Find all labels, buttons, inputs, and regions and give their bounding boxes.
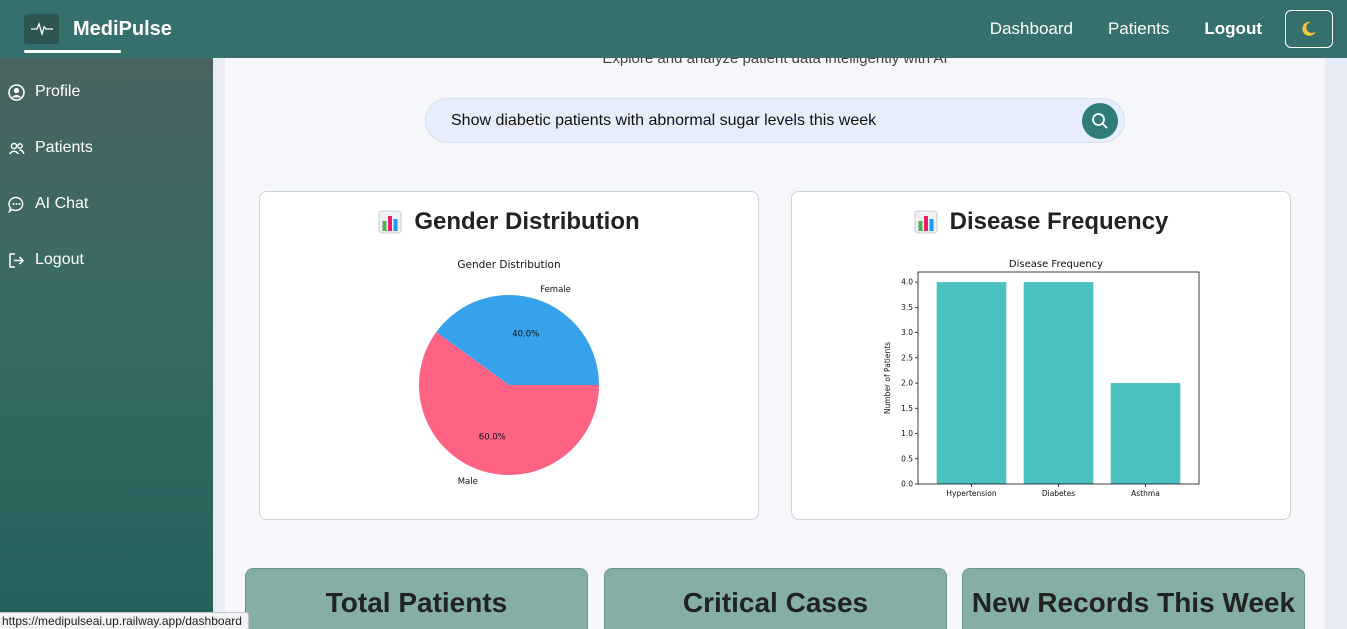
y-axis-label: Number of Patients	[883, 342, 892, 414]
disease-frequency-card: Disease Frequency Disease Frequency Numb…	[791, 191, 1291, 520]
sidebar-item-label: Logout	[35, 251, 84, 268]
gender-distribution-card: Gender Distribution Gender Distribution …	[259, 191, 759, 520]
sidebar-item-patients[interactable]: Patients	[8, 139, 93, 157]
nav-logout-link[interactable]: Logout	[1204, 19, 1262, 38]
chart-title: Gender Distribution	[457, 259, 560, 271]
y-tick-label: 0.5	[901, 454, 913, 463]
card-title: Gender Distribution	[260, 208, 758, 236]
brand-name: MediPulse	[73, 17, 172, 40]
nav-dashboard-link[interactable]: Dashboard	[989, 19, 1073, 38]
search-bar[interactable]: Show diabetic patients with abnormal sug…	[425, 98, 1125, 143]
card-title: Disease Frequency	[792, 208, 1290, 236]
new-records-card: New Records This Week	[962, 568, 1305, 629]
users-icon	[8, 142, 25, 154]
y-tick-label: 3.0	[901, 328, 913, 337]
pie-percent-label: 60.0%	[479, 432, 506, 442]
bar-chart-icon	[914, 210, 938, 234]
top-navbar: MediPulse Dashboard Patients Logout	[0, 0, 1347, 58]
critical-cases-card: Critical Cases	[604, 568, 947, 629]
heartbeat-icon	[24, 14, 59, 44]
plot-frame	[917, 271, 1200, 485]
y-tick-label: 2.0	[901, 379, 913, 388]
pie-percent-label: 40.0%	[512, 330, 539, 340]
nav-patients-link[interactable]: Patients	[1107, 19, 1170, 38]
disease-bar-chart: Disease Frequency Number of Patients 0.0…	[883, 259, 1200, 498]
main-panel: Explore and analyze patient data intelli…	[225, 50, 1325, 629]
logout-icon	[9, 252, 25, 268]
chart-title: Disease Frequency	[1009, 259, 1103, 270]
sidebar-item-profile[interactable]: Profile	[8, 83, 80, 101]
pie-label: Female	[540, 285, 571, 295]
total-patients-card: Total Patients	[245, 568, 588, 629]
bar-asthma	[1110, 383, 1181, 484]
x-tick-label: Diabetes	[1042, 489, 1075, 498]
x-tick-label: Hypertension	[946, 489, 996, 498]
y-tick-label: 0.0	[901, 480, 913, 489]
pie-slice-female	[436, 295, 599, 385]
search-input[interactable]: Show diabetic patients with abnormal sug…	[451, 112, 877, 129]
nav-links: Dashboard Patients Logout	[990, 0, 1347, 58]
theme-toggle-button[interactable]	[1285, 10, 1333, 48]
stat-title: Critical Cases	[682, 587, 869, 618]
sidebar-item-logout[interactable]: Logout	[8, 251, 84, 269]
search-icon	[1092, 113, 1108, 129]
bar-chart-icon	[378, 210, 402, 234]
sidebar-item-ai-chat[interactable]: AI Chat	[8, 195, 88, 213]
search-button[interactable]	[1082, 103, 1118, 139]
sidebar-item-label: Patients	[35, 139, 93, 156]
card-title-text: Gender Distribution	[414, 208, 640, 235]
bar-hypertension	[936, 282, 1007, 484]
sidebar: Profile Patients AI Chat Logout	[0, 58, 213, 629]
gender-pie-chart: Gender Distribution 40.0% Female 60.0% Male	[419, 259, 599, 487]
chat-icon	[8, 196, 24, 213]
bar-diabetes	[1023, 282, 1094, 484]
pie-label: Male	[458, 477, 478, 487]
sidebar-item-label: AI Chat	[35, 195, 89, 212]
moon-icon	[1302, 21, 1316, 36]
y-tick-label: 4.0	[901, 278, 913, 287]
y-tick-label: 1.0	[901, 429, 913, 438]
y-tick-label: 1.5	[901, 404, 913, 413]
user-circle-icon	[8, 83, 25, 101]
card-title-text: Disease Frequency	[949, 208, 1169, 235]
y-tick-label: 2.5	[901, 353, 913, 362]
scrollbar-track[interactable]	[1325, 58, 1347, 629]
sidebar-item-label: Profile	[35, 83, 81, 100]
stat-title: Total Patients	[325, 587, 508, 618]
status-url: https://medipulseai.up.railway.app/dashb…	[0, 612, 249, 629]
brand-underline	[24, 50, 121, 53]
stat-title: New Records This Week	[971, 587, 1296, 618]
pie-slice-male	[419, 332, 599, 475]
brand[interactable]: MediPulse	[24, 0, 172, 58]
x-tick-label: Asthma	[1131, 489, 1160, 498]
y-tick-label: 3.5	[901, 303, 913, 312]
